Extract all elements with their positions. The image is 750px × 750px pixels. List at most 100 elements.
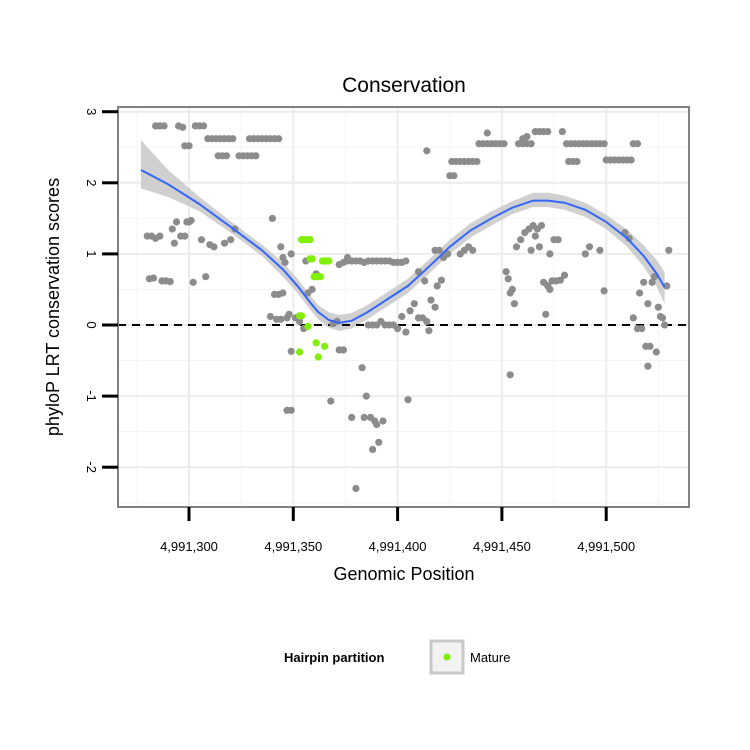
data-point-other bbox=[308, 285, 316, 293]
data-point-other bbox=[170, 239, 178, 247]
data-point-other bbox=[500, 140, 508, 148]
data-point-other bbox=[644, 300, 652, 308]
data-point-other bbox=[504, 275, 512, 283]
data-point-other bbox=[644, 362, 652, 370]
data-point-other bbox=[287, 347, 295, 355]
data-point-other bbox=[210, 243, 218, 251]
data-point-other bbox=[437, 276, 445, 284]
data-point-other bbox=[358, 364, 366, 372]
data-point-other bbox=[283, 406, 291, 414]
data-point-other bbox=[373, 420, 381, 429]
y-tick-label: 2 bbox=[84, 179, 99, 186]
y-axis-title: phyloP LRT conservation scores bbox=[43, 178, 63, 436]
data-point-other bbox=[558, 128, 567, 136]
x-tick-label: 4,991,400 bbox=[369, 539, 427, 554]
data-point-other bbox=[425, 327, 433, 335]
data-point-other bbox=[202, 273, 210, 281]
data-point-other bbox=[404, 396, 412, 404]
data-point-other bbox=[281, 258, 289, 266]
data-point-other bbox=[348, 413, 356, 421]
data-point-other bbox=[296, 317, 304, 325]
data-point-other bbox=[585, 243, 594, 251]
data-point-other bbox=[663, 282, 671, 290]
data-point-mature bbox=[316, 273, 324, 281]
data-point-other bbox=[287, 250, 295, 258]
data-point-other bbox=[506, 371, 514, 379]
data-point-other bbox=[277, 315, 285, 323]
data-point-other bbox=[149, 274, 158, 282]
data-point-other bbox=[652, 348, 660, 356]
y-tick-label: 0 bbox=[84, 321, 99, 328]
data-point-other bbox=[343, 253, 352, 262]
x-tick-label: 4,991,350 bbox=[264, 539, 322, 554]
data-point-other bbox=[523, 133, 531, 141]
data-point-mature bbox=[306, 236, 314, 244]
data-point-other bbox=[527, 246, 535, 254]
data-point-other bbox=[394, 325, 402, 333]
data-point-other bbox=[627, 156, 635, 164]
data-point-other bbox=[427, 296, 435, 304]
legend-label-mature: Mature bbox=[470, 650, 510, 665]
data-point-other bbox=[596, 246, 604, 254]
data-point-other bbox=[542, 310, 550, 318]
data-point-other bbox=[665, 246, 673, 254]
x-tick-label: 4,991,500 bbox=[577, 539, 635, 554]
data-point-other bbox=[197, 236, 206, 244]
data-point-other bbox=[444, 250, 452, 258]
data-point-other bbox=[398, 312, 406, 321]
data-point-other bbox=[600, 140, 608, 148]
data-point-other bbox=[537, 221, 546, 230]
x-axis-ticks: 4,991,300 4,991,350 4,991,400 4,991,450 4,99… bbox=[160, 507, 635, 554]
data-point-other bbox=[469, 246, 477, 254]
data-point-other bbox=[546, 285, 554, 293]
y-tick-label: -2 bbox=[84, 461, 99, 473]
y-tick-label: 1 bbox=[84, 250, 99, 257]
data-point-other bbox=[156, 232, 164, 240]
data-point-other bbox=[431, 303, 439, 311]
data-point-other bbox=[433, 282, 441, 290]
data-point-other bbox=[252, 152, 260, 160]
data-point-other bbox=[600, 287, 608, 295]
data-point-mature bbox=[312, 339, 320, 347]
data-point-other bbox=[285, 310, 293, 318]
plot-panel-background bbox=[118, 107, 689, 507]
data-point-mature bbox=[296, 348, 304, 356]
data-point-other bbox=[502, 268, 510, 276]
data-point-other bbox=[181, 232, 189, 240]
data-point-other bbox=[185, 142, 193, 150]
data-point-other bbox=[189, 278, 197, 286]
data-point-mature bbox=[304, 322, 312, 330]
data-point-other bbox=[402, 257, 410, 265]
data-point-other bbox=[640, 278, 648, 286]
data-point-other bbox=[473, 157, 481, 166]
data-point-other bbox=[179, 123, 187, 131]
data-point-other bbox=[535, 243, 544, 251]
data-point-other bbox=[410, 300, 418, 308]
data-point-other bbox=[450, 172, 458, 180]
data-point-other bbox=[648, 278, 656, 286]
data-point-other bbox=[375, 438, 383, 446]
data-point-other bbox=[554, 236, 562, 244]
data-point-other bbox=[517, 236, 525, 244]
data-point-other bbox=[546, 250, 554, 258]
data-point-other bbox=[266, 312, 274, 321]
data-point-other bbox=[633, 140, 642, 148]
data-point-other bbox=[166, 278, 174, 286]
data-point-other bbox=[573, 157, 581, 166]
data-point-other bbox=[483, 129, 491, 137]
data-point-mature bbox=[325, 257, 333, 265]
data-point-other bbox=[268, 214, 276, 222]
data-point-other bbox=[327, 397, 335, 405]
legend-key-mature-point bbox=[443, 653, 451, 661]
legend-title: Hairpin partition bbox=[284, 650, 384, 665]
data-point-other bbox=[556, 276, 564, 284]
data-point-other bbox=[544, 128, 552, 136]
data-point-other bbox=[222, 152, 231, 160]
data-point-other bbox=[168, 225, 176, 233]
y-tick-label: 3 bbox=[84, 108, 99, 115]
data-point-other bbox=[646, 342, 654, 350]
data-point-other bbox=[220, 239, 229, 247]
data-point-other bbox=[629, 314, 637, 322]
data-point-other bbox=[435, 246, 443, 254]
